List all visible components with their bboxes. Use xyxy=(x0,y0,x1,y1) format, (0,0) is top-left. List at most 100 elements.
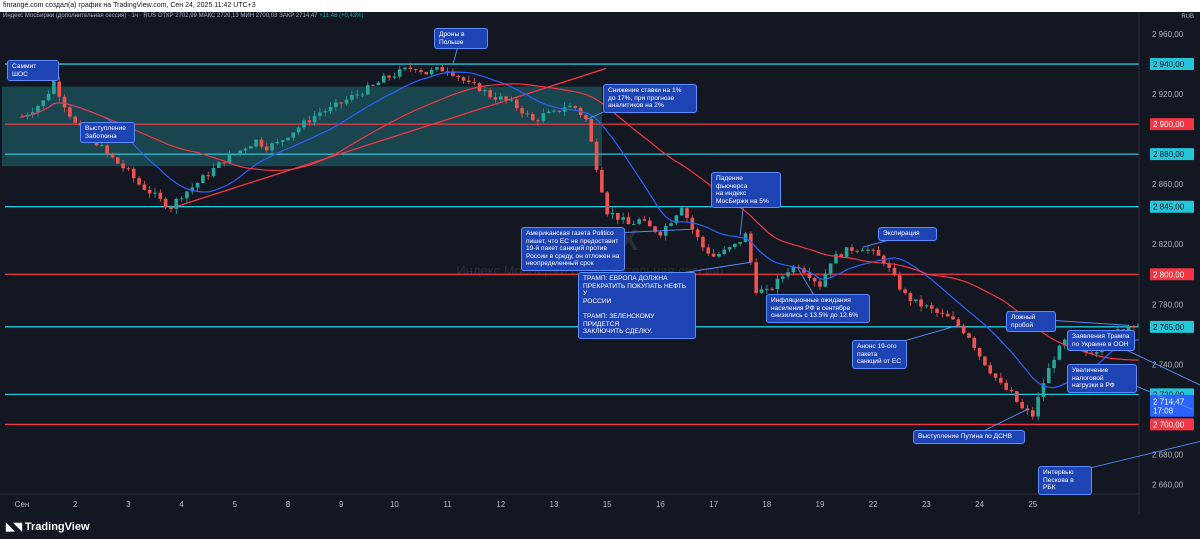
candle xyxy=(41,100,46,107)
x-tick-label: 15 xyxy=(603,500,612,509)
candle xyxy=(525,113,530,115)
annotation-box[interactable]: Анонс 19-ого пакета санкций от ЕС xyxy=(852,340,907,369)
candle xyxy=(850,247,854,251)
candle xyxy=(472,82,476,84)
candle xyxy=(1004,382,1008,390)
candle xyxy=(903,289,907,294)
candle xyxy=(1015,391,1019,403)
candle xyxy=(887,263,891,268)
candle xyxy=(328,106,333,112)
x-tick-label: 12 xyxy=(496,500,505,509)
x-tick-label: 5 xyxy=(233,500,238,509)
price-level-tag xyxy=(1150,118,1194,131)
price-level-tag xyxy=(1150,200,1194,213)
annotation-box[interactable]: Снижение ставки на 1% до 17%, при прогно… xyxy=(603,84,697,113)
annotation-box[interactable]: Выступление Путина по ДСНВ xyxy=(913,430,1025,444)
price-level-label: 2 940,00 xyxy=(1153,60,1185,69)
x-tick-label: 8 xyxy=(286,500,291,509)
candle xyxy=(36,106,40,113)
candle xyxy=(397,69,402,77)
annotation-box[interactable]: Заявления Трампа по Украине в ООН xyxy=(1067,330,1135,352)
candle xyxy=(429,69,434,75)
y-tick-label: 2 920,00 xyxy=(1152,90,1184,99)
x-tick-label: 2 xyxy=(73,500,78,509)
candle xyxy=(536,120,540,122)
candle xyxy=(264,146,269,151)
candle xyxy=(169,207,173,209)
annotation-box[interactable]: Увеличение налоговой нагрузки в РФ xyxy=(1067,364,1137,393)
candle xyxy=(291,132,296,138)
annotation-box[interactable]: Дроны в Польше xyxy=(434,28,488,50)
candle xyxy=(802,268,806,273)
candle xyxy=(600,169,604,193)
annotation-box[interactable]: Саммит ШОС xyxy=(7,60,59,82)
x-tick-label: 19 xyxy=(816,500,825,509)
candle xyxy=(727,247,732,250)
candle xyxy=(669,223,673,226)
candle xyxy=(366,85,370,95)
candle xyxy=(557,110,562,112)
candle xyxy=(834,254,838,264)
candle xyxy=(647,220,652,227)
candle xyxy=(605,192,609,215)
annotation-box[interactable]: Падение фьючерса на индекс МосБиржи на 5… xyxy=(711,172,781,209)
y-tick-label: 2 820,00 xyxy=(1152,240,1184,249)
annotation-box[interactable]: ТРАМП: ЕВРОПА ДОЛЖНА ПРЕКРАТИТЬ ПОКУПАТЬ… xyxy=(578,272,696,339)
candle xyxy=(945,313,950,317)
tradingview-logo[interactable]: ◣◥ TradingView xyxy=(6,520,90,534)
candle xyxy=(951,316,955,320)
x-tick-label: 25 xyxy=(1028,500,1037,509)
ma-fast-line xyxy=(21,71,1200,389)
candle xyxy=(57,81,62,97)
annotation-box[interactable]: Интервью Пескова в РБК xyxy=(1038,466,1092,495)
price-level-label: 2 880,00 xyxy=(1153,150,1185,159)
candle xyxy=(584,115,588,120)
candle xyxy=(993,373,998,378)
candle xyxy=(860,250,865,252)
candle xyxy=(270,143,274,151)
annotation-box[interactable]: Выступление Заботкина xyxy=(80,122,135,144)
candle xyxy=(791,266,796,273)
annotation-box[interactable]: Экспирация xyxy=(878,227,937,241)
candle xyxy=(1052,359,1056,369)
candle xyxy=(185,191,189,199)
candle xyxy=(828,263,833,274)
candle xyxy=(376,82,381,86)
candle xyxy=(541,113,546,121)
candle xyxy=(626,217,631,225)
candle xyxy=(387,75,391,78)
candle xyxy=(467,80,471,83)
currency-label[interactable]: RUB xyxy=(1181,14,1194,20)
candle xyxy=(381,75,386,83)
candle xyxy=(706,247,711,254)
candle xyxy=(408,67,413,70)
candle xyxy=(876,249,881,256)
candle xyxy=(371,85,375,87)
candle xyxy=(413,69,418,71)
candle xyxy=(1062,339,1067,346)
annotation-box[interactable]: Американская газета Politico пишет, что … xyxy=(521,227,625,271)
annotation-box[interactable]: Инфляционные ожидания населения РФ в сен… xyxy=(766,294,870,323)
price-level-tag xyxy=(1150,418,1194,431)
x-tick-label: 11 xyxy=(443,500,452,509)
candle xyxy=(690,217,695,230)
candle xyxy=(685,208,689,218)
tradingview-logo-text: TradingView xyxy=(24,520,90,533)
annotation-box[interactable]: Ложный пробой xyxy=(1006,311,1056,333)
candle xyxy=(110,153,115,158)
candle xyxy=(695,229,700,237)
chart-credit-bar: finrange.com создал(а) график на Trading… xyxy=(0,0,1200,12)
candle xyxy=(637,219,641,224)
candle xyxy=(929,305,934,309)
candle xyxy=(1025,408,1030,411)
trendline xyxy=(170,67,607,209)
candle xyxy=(1046,368,1051,384)
candle xyxy=(967,333,971,338)
candle xyxy=(999,377,1003,383)
x-tick-label: 3 xyxy=(126,500,131,509)
candle xyxy=(392,76,397,78)
candle xyxy=(594,141,599,170)
candle xyxy=(440,67,445,72)
y-tick-label: 2 660,00 xyxy=(1152,480,1184,489)
candle xyxy=(977,348,982,357)
